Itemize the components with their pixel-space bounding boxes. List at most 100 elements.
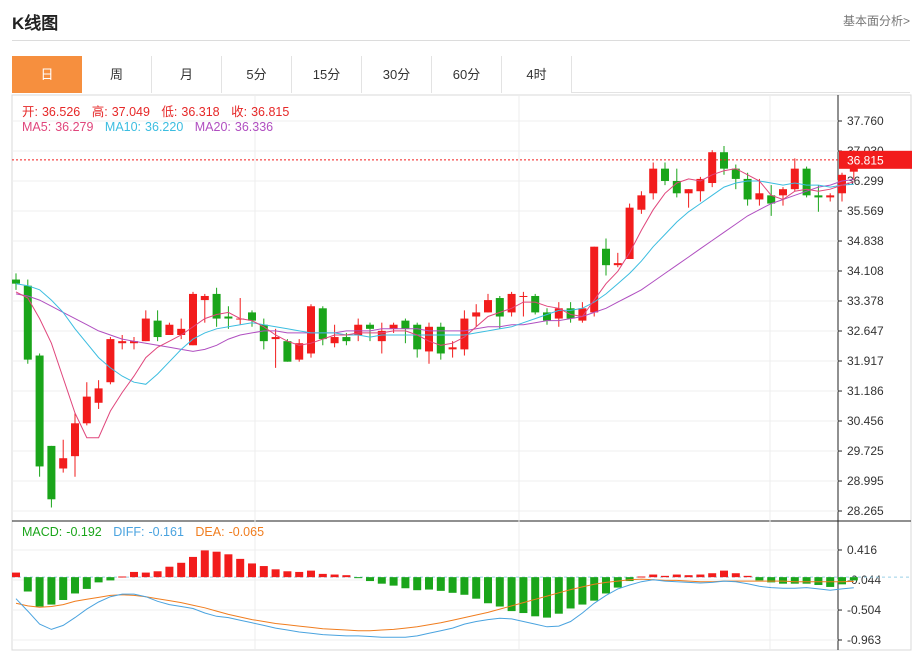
ma-info: MA5: 36.279 MA10: 36.220 MA20: 36.336 xyxy=(22,120,277,134)
macd-bar xyxy=(318,573,327,578)
tab-5min[interactable]: 5分 xyxy=(222,56,292,93)
candle-body xyxy=(177,328,186,335)
candle-body xyxy=(755,193,764,200)
candle-body xyxy=(82,396,91,424)
macd-bar xyxy=(554,577,563,614)
price-tick-label: 34.108 xyxy=(847,264,884,278)
candle-body xyxy=(106,339,115,383)
candle-body xyxy=(35,355,44,467)
macd-bar xyxy=(484,577,492,604)
ma10-value: 36.220 xyxy=(145,120,184,134)
candle-body xyxy=(578,308,587,321)
candle-body xyxy=(767,195,776,204)
candle-body xyxy=(472,312,481,317)
ma20-line xyxy=(15,179,854,352)
tab-day[interactable]: 日 xyxy=(12,56,82,93)
macd-bar xyxy=(802,577,811,584)
candle-body xyxy=(130,341,138,344)
macd-bar xyxy=(838,577,846,585)
open-label: 开: xyxy=(22,105,38,119)
candle-body xyxy=(307,306,315,354)
tab-4hour[interactable]: 4时 xyxy=(502,56,572,93)
low-value: 36.318 xyxy=(181,105,220,119)
ma5-value: 36.279 xyxy=(55,120,94,134)
tab-60min[interactable]: 60分 xyxy=(432,56,502,93)
candle-body xyxy=(720,152,728,169)
macd-bar xyxy=(507,577,516,612)
macd-tick-label: -0.504 xyxy=(847,603,881,617)
candle-body xyxy=(625,207,634,260)
candle-body xyxy=(602,248,610,266)
macd-bar xyxy=(684,575,693,578)
macd-bar xyxy=(460,577,469,595)
candle-body xyxy=(248,312,256,321)
macd-bar xyxy=(236,558,245,578)
tab-week[interactable]: 周 xyxy=(82,56,152,93)
macd-bar xyxy=(436,577,445,591)
header-divider xyxy=(12,40,910,41)
candle-body xyxy=(448,347,457,350)
candle-body xyxy=(495,298,504,317)
macd-bar xyxy=(602,577,610,594)
macd-bar xyxy=(814,577,823,585)
macd-bar xyxy=(283,571,292,578)
candle-body xyxy=(189,293,197,346)
low-label: 低: xyxy=(161,105,178,119)
candle-body xyxy=(283,341,292,362)
candle-body xyxy=(200,295,209,301)
macd-bar xyxy=(779,577,787,584)
macd-tick-label: 0.416 xyxy=(847,543,877,557)
macd-bar xyxy=(153,571,162,578)
macd-bar xyxy=(543,577,551,618)
macd-bar xyxy=(12,572,20,578)
candle-body xyxy=(330,337,339,344)
candle-body xyxy=(613,263,622,266)
ma20-label: MA20: xyxy=(194,120,231,134)
last-price-label: 36.815 xyxy=(847,153,884,167)
diff-line xyxy=(15,579,854,638)
macd-bar xyxy=(330,574,339,578)
macd-bar xyxy=(637,576,646,578)
candle-body xyxy=(731,168,740,179)
macd-tick-label: -0.044 xyxy=(847,573,881,587)
macd-label: MACD: xyxy=(22,525,63,539)
macd-bar xyxy=(578,577,587,605)
candle-body xyxy=(71,423,79,457)
close-label: 收: xyxy=(231,105,248,119)
macd-bar xyxy=(141,572,150,578)
open-value: 36.526 xyxy=(41,105,81,119)
macd-bar xyxy=(613,577,622,588)
candle-body xyxy=(12,279,20,284)
macd-bar xyxy=(661,575,669,578)
candle-body xyxy=(23,285,32,360)
candle-body xyxy=(425,326,433,352)
candle-body xyxy=(436,326,445,354)
tab-month[interactable]: 月 xyxy=(152,56,222,93)
macd-bar xyxy=(295,571,304,578)
macd-bar xyxy=(307,570,315,578)
macd-bar xyxy=(566,577,575,609)
macd-bar xyxy=(71,577,79,594)
macd-bar xyxy=(212,551,221,578)
macd-bar xyxy=(189,556,197,578)
ma10-line xyxy=(15,180,854,385)
ohlc-info: 开: 36.526 高: 37.049 低: 36.318 收: 36.815 xyxy=(22,101,293,120)
candle-body xyxy=(401,320,410,329)
macd-bar xyxy=(23,577,32,592)
candles-group xyxy=(12,146,858,508)
macd-bar xyxy=(401,577,410,589)
candle-body xyxy=(814,195,823,198)
macd-bar xyxy=(389,577,398,586)
tab-30min[interactable]: 30分 xyxy=(362,56,432,93)
period-tabs: 日 周 月 5分 15分 30分 60分 4时 xyxy=(12,56,910,93)
macd-bar xyxy=(130,571,138,578)
diff-label: DIFF: xyxy=(113,525,145,539)
macd-bar xyxy=(200,550,209,578)
diff-value: -0.161 xyxy=(148,525,184,539)
tab-15min[interactable]: 15分 xyxy=(292,56,362,93)
macd-bar xyxy=(248,563,256,578)
macd-bar xyxy=(743,575,752,578)
fundamental-analysis-link[interactable]: 基本面分析> xyxy=(842,14,910,28)
macd-bar xyxy=(82,577,91,589)
